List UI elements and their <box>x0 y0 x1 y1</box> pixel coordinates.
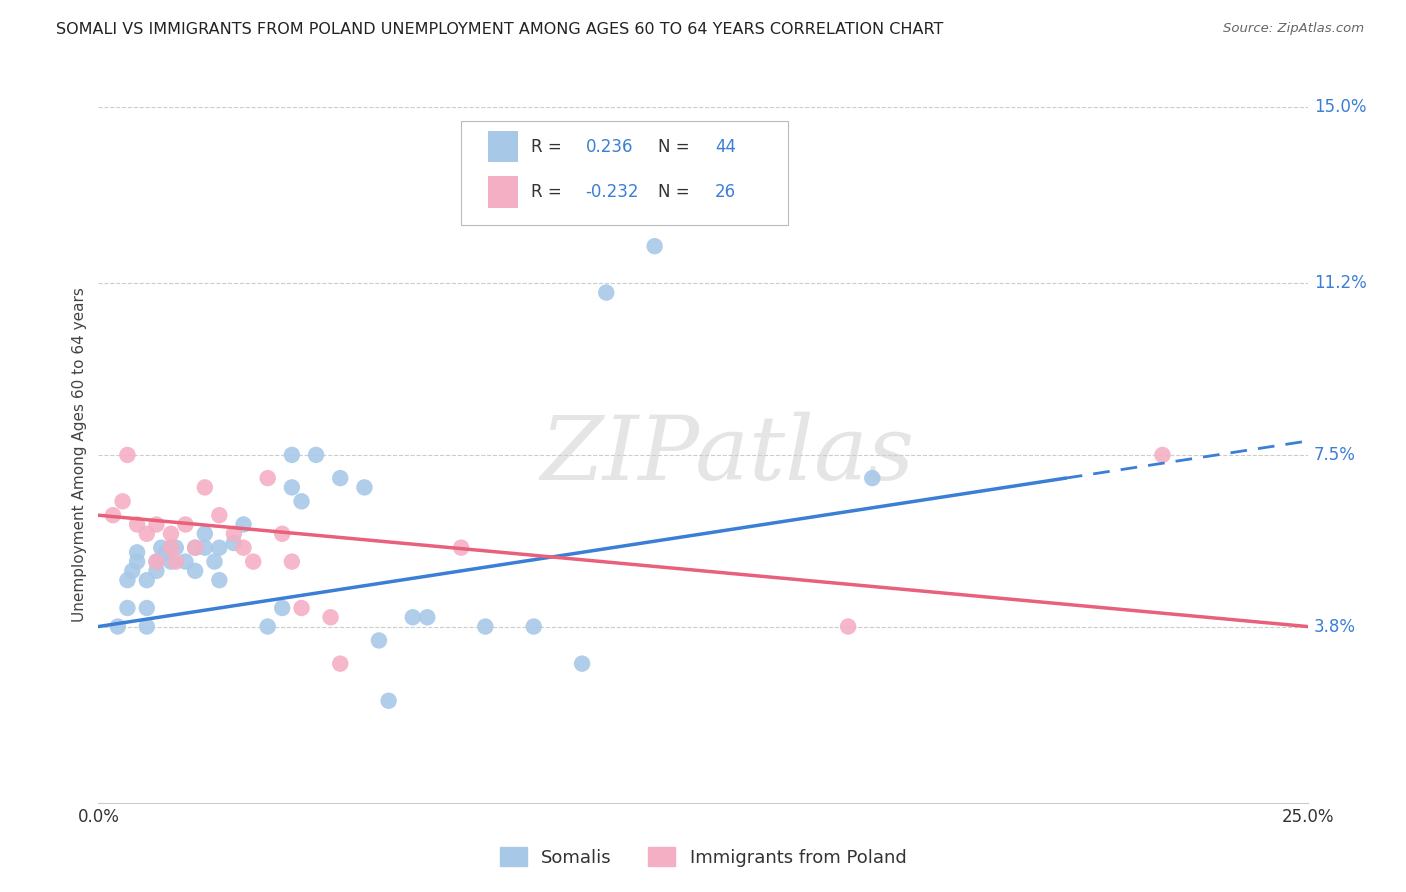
Point <box>232 517 254 532</box>
Point <box>402 610 425 624</box>
Point <box>117 448 139 462</box>
FancyBboxPatch shape <box>488 131 517 162</box>
Point <box>450 541 472 555</box>
Point <box>145 555 167 569</box>
Point <box>174 517 197 532</box>
Point <box>222 536 245 550</box>
Point <box>160 526 183 541</box>
Text: R =: R = <box>531 137 567 155</box>
Point <box>377 694 399 708</box>
Text: 0.236: 0.236 <box>586 137 633 155</box>
Point <box>222 526 245 541</box>
Point <box>571 657 593 671</box>
Y-axis label: Unemployment Among Ages 60 to 64 years: Unemployment Among Ages 60 to 64 years <box>72 287 87 623</box>
FancyBboxPatch shape <box>461 121 787 226</box>
Text: 3.8%: 3.8% <box>1313 617 1355 635</box>
Point <box>145 564 167 578</box>
Point <box>1152 448 1174 462</box>
Point <box>242 555 264 569</box>
Point <box>256 619 278 633</box>
Point <box>416 610 439 624</box>
Text: 7.5%: 7.5% <box>1313 446 1355 464</box>
Point <box>155 545 177 559</box>
Point <box>595 285 617 300</box>
Point <box>232 541 254 555</box>
Point <box>127 555 149 569</box>
Point <box>135 619 157 633</box>
Text: 26: 26 <box>716 183 737 201</box>
Point <box>194 526 217 541</box>
Point <box>184 541 207 555</box>
Text: Source: ZipAtlas.com: Source: ZipAtlas.com <box>1223 22 1364 36</box>
Point <box>281 448 304 462</box>
Point <box>135 601 157 615</box>
Point <box>290 601 312 615</box>
Point <box>271 526 294 541</box>
Point <box>150 541 173 555</box>
Point <box>160 555 183 569</box>
Point <box>208 508 231 523</box>
Point <box>145 517 167 532</box>
Point <box>184 564 207 578</box>
Point <box>256 471 278 485</box>
Point <box>194 541 217 555</box>
Point <box>204 555 226 569</box>
Point <box>368 633 391 648</box>
Text: 11.2%: 11.2% <box>1313 275 1367 293</box>
Point <box>837 619 859 633</box>
Point <box>860 471 883 485</box>
Point <box>160 541 183 555</box>
Point <box>127 517 149 532</box>
Point <box>165 541 187 555</box>
Text: -0.232: -0.232 <box>586 183 640 201</box>
Point <box>145 555 167 569</box>
Point <box>329 657 352 671</box>
Point <box>281 480 304 494</box>
Point <box>121 564 143 578</box>
Point <box>117 601 139 615</box>
Point <box>329 471 352 485</box>
Point <box>184 541 207 555</box>
Point <box>135 526 157 541</box>
Text: SOMALI VS IMMIGRANTS FROM POLAND UNEMPLOYMENT AMONG AGES 60 TO 64 YEARS CORRELAT: SOMALI VS IMMIGRANTS FROM POLAND UNEMPLO… <box>56 22 943 37</box>
Point <box>281 555 304 569</box>
Point <box>523 619 546 633</box>
Legend: Somalis, Immigrants from Poland: Somalis, Immigrants from Poland <box>492 840 914 874</box>
Point <box>107 619 129 633</box>
Point <box>101 508 124 523</box>
Point <box>127 545 149 559</box>
Point <box>194 480 217 494</box>
Text: N =: N = <box>658 137 695 155</box>
Point <box>111 494 134 508</box>
Point <box>644 239 666 253</box>
Point <box>117 573 139 587</box>
Text: R =: R = <box>531 183 567 201</box>
Text: 15.0%: 15.0% <box>1313 98 1367 116</box>
Point <box>165 555 187 569</box>
Point <box>353 480 375 494</box>
Text: ZIPatlas: ZIPatlas <box>540 411 914 499</box>
Point <box>174 555 197 569</box>
Text: N =: N = <box>658 183 695 201</box>
Point <box>474 619 496 633</box>
Point <box>208 541 231 555</box>
Text: 44: 44 <box>716 137 737 155</box>
FancyBboxPatch shape <box>488 177 517 208</box>
Point <box>305 448 328 462</box>
Point <box>319 610 342 624</box>
Point <box>208 573 231 587</box>
Point <box>271 601 294 615</box>
Point <box>135 573 157 587</box>
Point <box>160 541 183 555</box>
Point <box>290 494 312 508</box>
